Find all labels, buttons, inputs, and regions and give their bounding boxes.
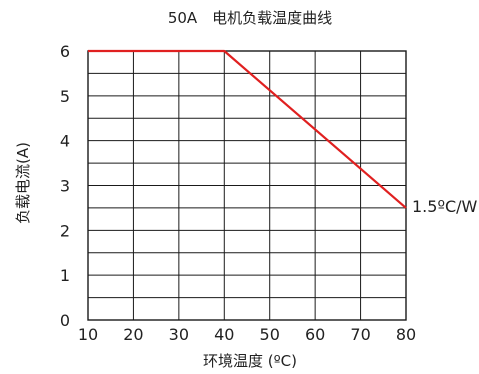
chart-title: 50A 电机负载温度曲线 xyxy=(168,9,332,27)
grid xyxy=(87,50,407,321)
x-tick-label: 30 xyxy=(169,325,189,344)
x-tick-label: 10 xyxy=(78,325,98,344)
x-tick-label: 20 xyxy=(123,325,143,344)
series xyxy=(88,49,407,209)
y-tick-label: 2 xyxy=(60,221,70,240)
x-tick-label: 80 xyxy=(396,325,416,344)
y-tick-label: 1 xyxy=(60,266,70,285)
series-line xyxy=(88,49,407,209)
y-tick-label: 5 xyxy=(60,87,70,106)
slope-annotation: 1.5ºC/W xyxy=(412,197,478,216)
x-tick-label: 40 xyxy=(214,325,234,344)
x-tick-label: 60 xyxy=(305,325,325,344)
y-tick-label: 4 xyxy=(60,132,70,151)
plot-frame xyxy=(87,50,407,321)
x-tick-label: 70 xyxy=(350,325,370,344)
y-tick-label: 0 xyxy=(60,311,70,330)
y-tick-label: 3 xyxy=(60,177,70,196)
x-tick-label: 50 xyxy=(260,325,280,344)
tick-labels: 10 20 30 40 50 60 70 80 0 1 2 3 4 5 6 xyxy=(60,42,416,344)
y-axis-label: 负载电流(A) xyxy=(14,142,32,224)
x-axis-label: 环境温度 (ºC) xyxy=(203,352,297,370)
y-tick-label: 6 xyxy=(60,42,70,61)
